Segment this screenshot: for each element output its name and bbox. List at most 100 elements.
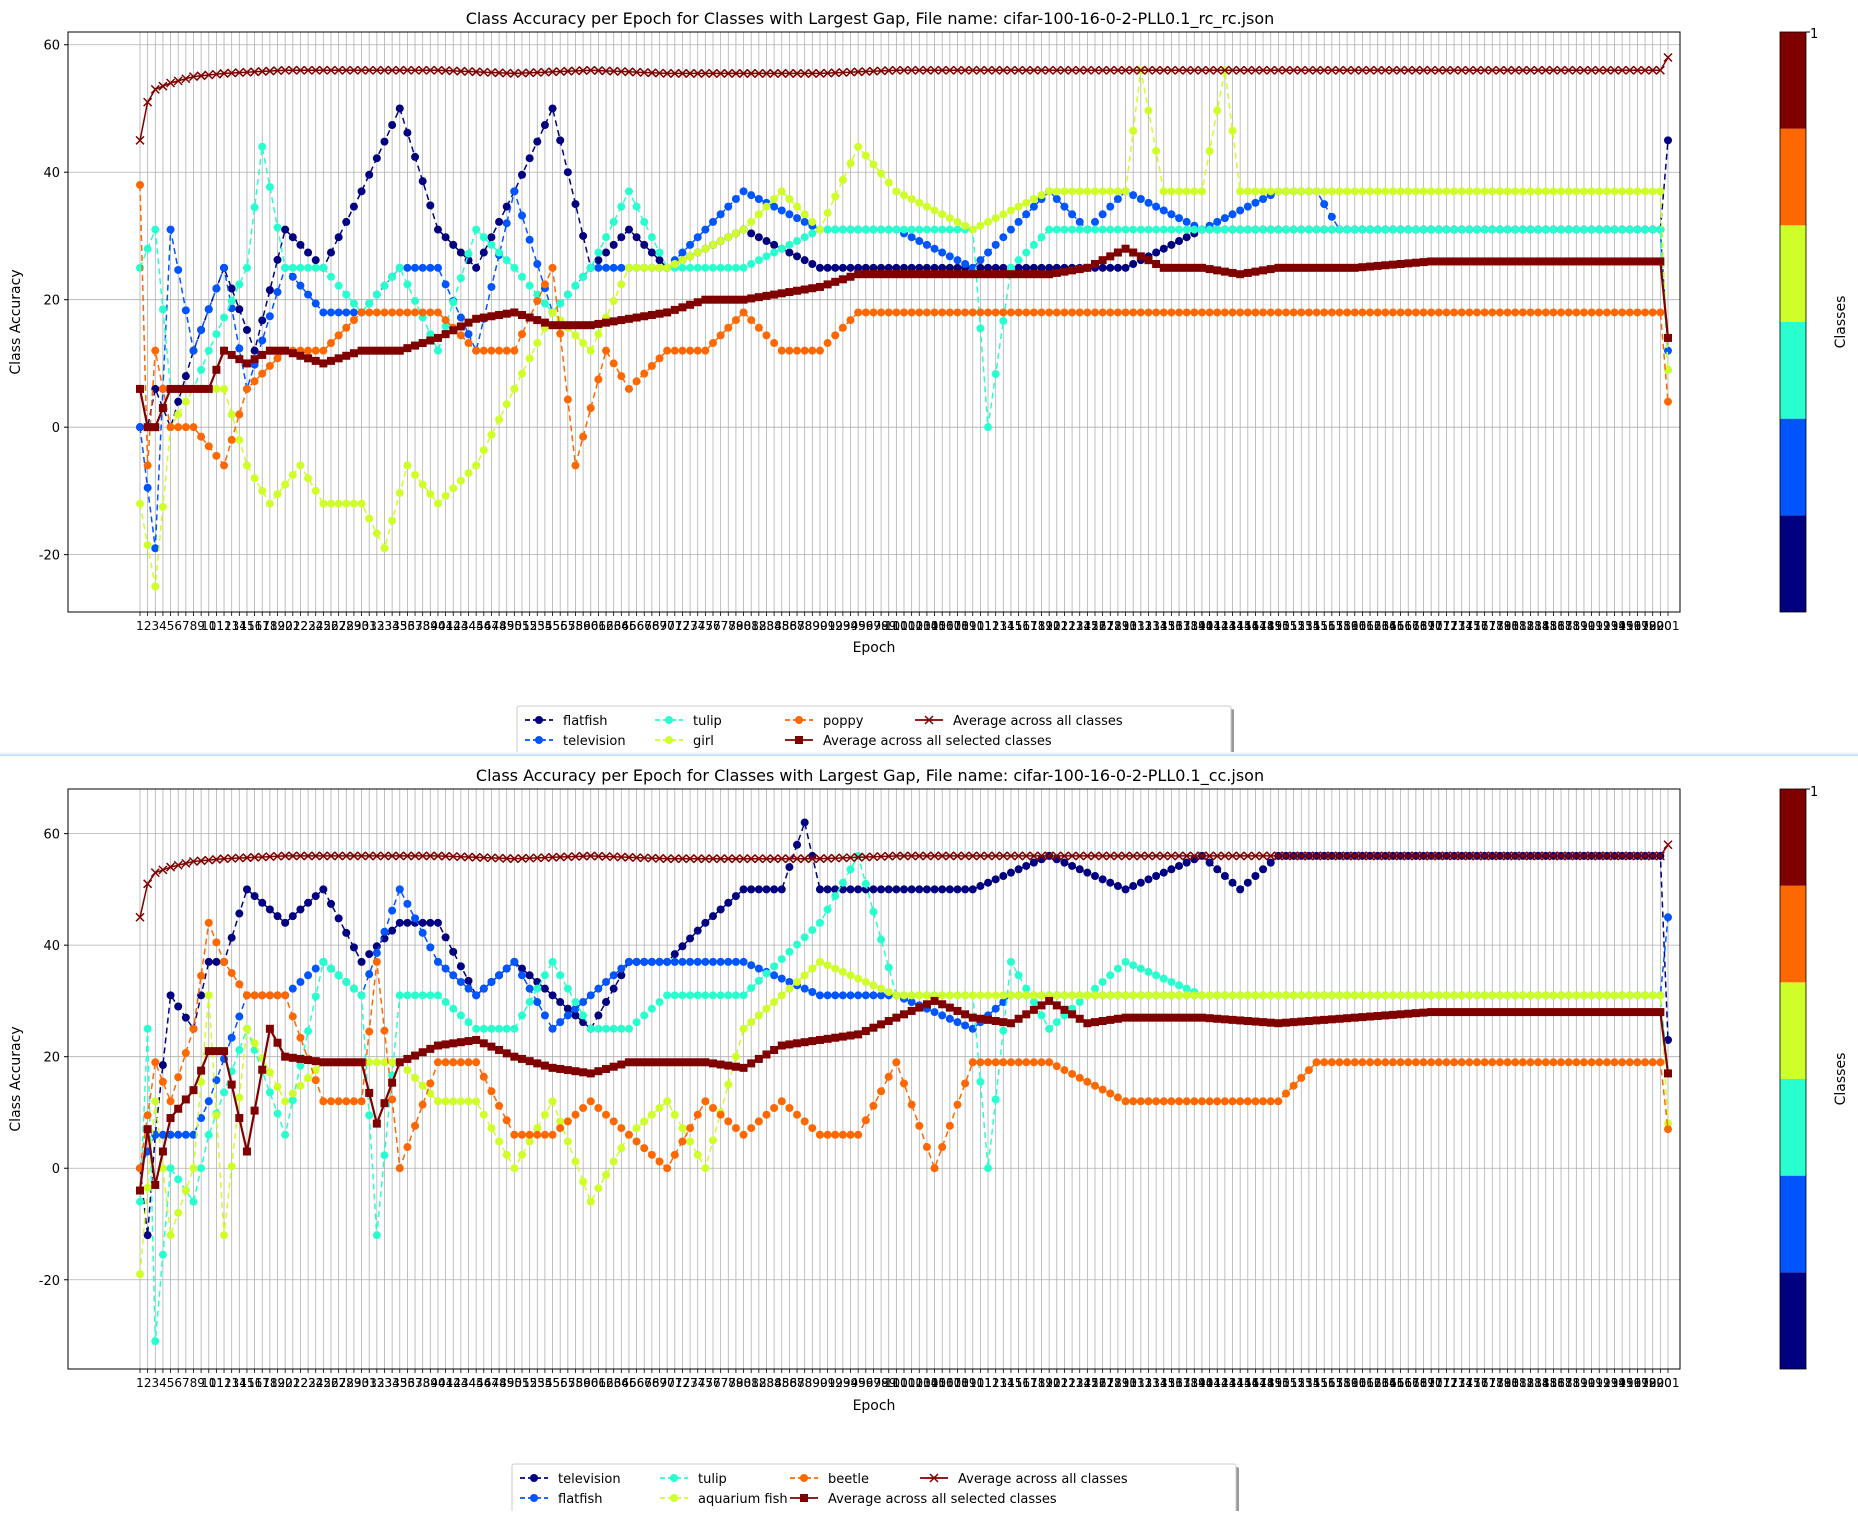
- data-point: [1106, 878, 1115, 887]
- data-point: [548, 991, 557, 1000]
- data-point: [800, 818, 809, 827]
- data-point: [533, 984, 542, 993]
- x-tick-label: 78: [721, 619, 736, 633]
- x-tick-label: 109: [954, 619, 977, 633]
- data-point: [1045, 996, 1054, 1005]
- data-point: [838, 275, 847, 284]
- x-tick-label: 8: [190, 1376, 198, 1390]
- data-point: [1641, 1008, 1650, 1017]
- data-point: [586, 991, 595, 1000]
- data-point: [250, 852, 260, 862]
- data-point: [1029, 270, 1038, 279]
- data-point: [1243, 202, 1252, 211]
- x-tick-label: 123: [1061, 1376, 1084, 1390]
- data-point: [334, 354, 343, 363]
- data-point: [1480, 991, 1489, 1000]
- x-tick-label: 33: [377, 619, 392, 633]
- data-point: [1426, 851, 1436, 861]
- x-tick-label: 104: [915, 619, 938, 633]
- data-point: [1564, 1058, 1573, 1067]
- data-point: [540, 280, 549, 289]
- x-tick-label: 66: [629, 619, 644, 633]
- data-point: [770, 290, 779, 299]
- data-point: [1664, 136, 1672, 145]
- data-point: [540, 971, 549, 980]
- data-point: [984, 270, 993, 279]
- data-point: [1633, 1008, 1642, 1017]
- data-point: [1091, 872, 1099, 880]
- data-point: [265, 499, 274, 508]
- data-point: [1228, 1097, 1237, 1106]
- data-point: [433, 918, 442, 927]
- data-point: [1259, 865, 1268, 874]
- data-point: [617, 372, 626, 381]
- data-point: [357, 957, 366, 966]
- data-point: [1197, 991, 1206, 1000]
- x-tick-label: 194: [1603, 619, 1626, 633]
- data-point: [426, 1089, 435, 1098]
- data-point: [793, 346, 802, 355]
- data-point: [678, 303, 687, 312]
- x-tick-label: 137: [1168, 1376, 1191, 1390]
- x-tick-label: 47: [484, 1376, 499, 1390]
- data-point: [1525, 851, 1536, 861]
- data-point: [349, 316, 358, 325]
- data-point: [609, 971, 618, 980]
- x-tick-label: 125: [1076, 619, 1099, 633]
- data-point: [1029, 1058, 1038, 1067]
- x-tick-label: 60: [583, 619, 598, 633]
- data-point: [945, 851, 955, 861]
- data-point: [411, 296, 420, 305]
- data-point: [884, 988, 893, 996]
- data-point: [319, 1097, 328, 1106]
- data-point: [1434, 1058, 1443, 1067]
- data-point: [1106, 991, 1115, 1000]
- data-point: [418, 1081, 427, 1090]
- data-point: [632, 233, 641, 242]
- data-point: [1189, 851, 1199, 861]
- data-point: [1136, 252, 1145, 261]
- data-point: [1014, 202, 1023, 211]
- data-point: [1259, 225, 1268, 234]
- data-point: [296, 263, 305, 272]
- data-point: [1480, 308, 1489, 317]
- data-point: [380, 934, 389, 943]
- data-point: [533, 998, 542, 1007]
- data-point: [257, 66, 267, 76]
- data-point: [174, 1073, 183, 1082]
- data-point: [1144, 1013, 1153, 1022]
- data-point: [1350, 991, 1359, 1000]
- data-point: [891, 65, 901, 75]
- data-point: [846, 1130, 855, 1139]
- data-point: [884, 885, 893, 894]
- data-point: [227, 284, 236, 293]
- data-point: [1587, 1008, 1596, 1017]
- data-point: [151, 225, 160, 234]
- x-tick-label: 83: [759, 1376, 774, 1390]
- x-tick-label: 22: [293, 1376, 308, 1390]
- data-point: [319, 499, 328, 508]
- data-point: [235, 344, 244, 353]
- data-point: [1495, 991, 1504, 1000]
- x-tick-label: 134: [1145, 619, 1168, 633]
- data-point: [976, 991, 985, 1000]
- data-point: [563, 852, 573, 862]
- data-point: [770, 339, 779, 348]
- data-point: [357, 346, 366, 355]
- x-tick-label: 188: [1557, 1376, 1580, 1390]
- data-point: [777, 346, 786, 355]
- data-point: [258, 898, 267, 907]
- x-tick-label: 124: [1068, 619, 1091, 633]
- data-point: [686, 263, 695, 272]
- data-point: [991, 240, 1000, 249]
- data-point: [662, 68, 672, 78]
- data-point: [273, 1038, 282, 1047]
- data-point: [349, 1097, 358, 1106]
- data-point: [380, 1058, 389, 1067]
- data-point: [426, 201, 435, 210]
- data-point: [1197, 851, 1207, 861]
- data-point: [433, 1058, 442, 1067]
- data-point: [357, 991, 366, 1000]
- data-point: [984, 263, 993, 272]
- data-point: [174, 1208, 183, 1217]
